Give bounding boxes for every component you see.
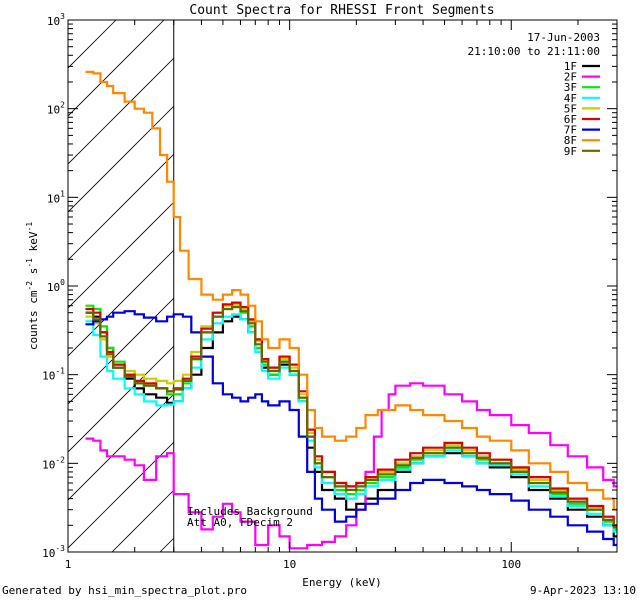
series-8F	[85, 70, 617, 511]
y-axis-label-exp-kev: -1	[25, 222, 34, 232]
y-tick-exponent: -1	[55, 367, 65, 376]
y-axis-label-kev: keV	[27, 231, 40, 258]
y-tick-exponent: 0	[60, 278, 65, 287]
background-annotation: Includes Background	[187, 505, 313, 518]
y-tick-exponent: -3	[55, 544, 65, 553]
axis-ticks	[67, 19, 618, 553]
y-tick-base: 10	[42, 370, 55, 383]
legend-label-5F: 5F	[564, 102, 577, 115]
y-axis-label-exp-s: -1	[25, 258, 34, 268]
y-axis-label-main: counts cm	[27, 290, 40, 350]
y-axis-label-exp-cm: -2	[25, 281, 34, 291]
y-tick-base: 10	[47, 281, 60, 294]
x-tick-labels: 1 10 100	[65, 558, 522, 571]
y-tick-base: 10	[47, 15, 60, 28]
legend-label-8F: 8F	[564, 134, 577, 147]
y-tick-exponent: 2	[60, 101, 65, 110]
legend-label-2F: 2F	[564, 71, 577, 84]
y-tick-exponent: 1	[60, 189, 65, 198]
y-tick-base: 10	[47, 192, 60, 205]
chart-title: Count Spectra for RHESSI Front Segments	[189, 3, 494, 18]
x-axis-label: Energy (keV)	[302, 576, 381, 589]
legend-label-1F: 1F	[564, 60, 577, 73]
y-tick-base: 10	[42, 547, 55, 560]
observation-date: 17-Jun-2003	[527, 31, 600, 44]
series-layer	[85, 70, 617, 550]
legend-label-4F: 4F	[564, 92, 577, 105]
series-9F	[85, 305, 617, 529]
timestamp-footer: 9-Apr-2023 13:10	[530, 584, 636, 597]
x-tick-label: 1	[65, 558, 72, 571]
legend-label-7F: 7F	[564, 124, 577, 137]
x-tick-label: 100	[501, 558, 521, 571]
y-tick-exponent: -2	[55, 455, 65, 464]
hatch-line	[68, 20, 261, 213]
hatch-line	[68, 20, 213, 165]
y-tick-label: 10-3	[42, 544, 65, 560]
y-tick-label: 101	[47, 189, 65, 205]
y-tick-label: 102	[47, 101, 65, 117]
attenuator-annotation: Att A0, FDecim 2	[187, 516, 293, 529]
series-2F	[85, 382, 617, 550]
legend-label-3F: 3F	[564, 81, 577, 94]
x-tick-label: 10	[283, 558, 296, 571]
y-tick-base: 10	[47, 104, 60, 117]
legend-label-9F: 9F	[564, 145, 577, 158]
y-tick-label: 10-1	[42, 367, 65, 383]
y-tick-label: 10-2	[42, 455, 65, 471]
y-tick-exponent: 3	[60, 12, 65, 21]
y-tick-label: 100	[47, 278, 65, 294]
observation-time-range: 21:10:00 to 21:11:00	[468, 45, 600, 58]
y-tick-label: 103	[47, 12, 65, 28]
y-axis-label: counts cm-2 s-1 keV-1	[25, 222, 40, 350]
y-tick-base: 10	[42, 458, 55, 471]
generated-by-footer: Generated by hsi_min_spectra_plot.pro	[2, 584, 247, 597]
series-7F	[85, 310, 617, 547]
y-axis-label-s: s	[27, 268, 40, 281]
legend-label-6F: 6F	[564, 113, 577, 126]
